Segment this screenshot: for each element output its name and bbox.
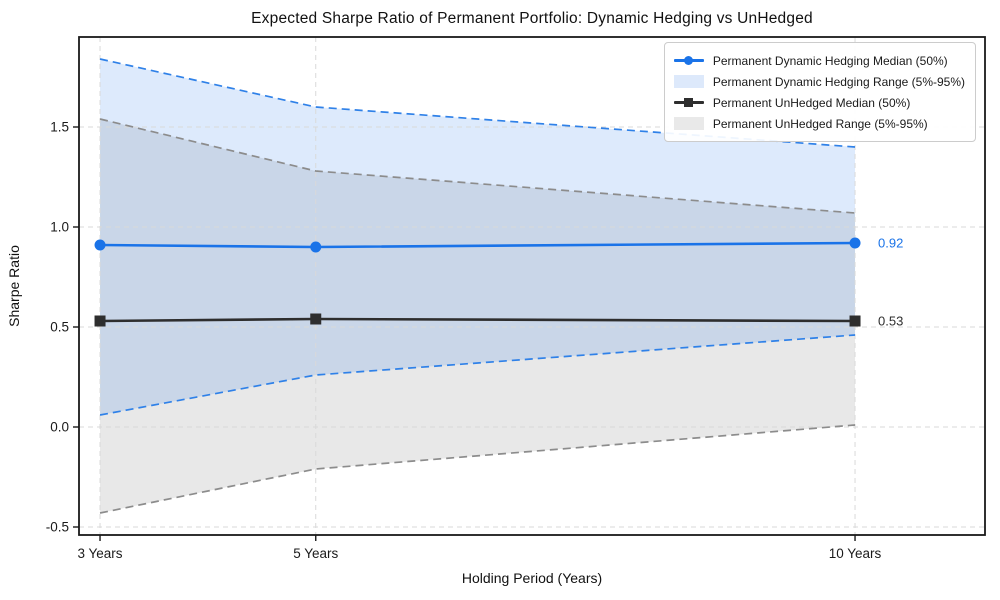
y-tick-label: 0.0 [50,420,69,435]
data-point-circle [310,241,322,253]
band-swatch-icon [673,117,704,130]
x-tick-label: 5 Years [293,546,338,561]
value-annotation: 0.53 [878,314,903,329]
x-axis-label: Holding Period (Years) [461,570,603,586]
line-square-marker-icon [673,98,704,107]
y-tick-label: 0.5 [50,320,69,335]
y-tick-label: 1.0 [50,220,69,235]
legend-item-unhedged-median: Permanent UnHedged Median (50%) [673,92,965,113]
median-line [100,317,856,323]
y-axis-label: Sharpe Ratio [6,245,22,327]
x-tick-label: 3 Years [78,546,123,561]
legend-item-dynamic-median: Permanent Dynamic Hedging Median (50%) [673,50,965,71]
band-edge-line [99,118,856,214]
legend-item-unhedged-range: Permanent UnHedged Range (5%-95%) [673,113,965,134]
chart-title: Expected Sharpe Ratio of Permanent Portf… [251,10,813,27]
legend-label: Permanent Dynamic Hedging Median (50%) [712,53,948,68]
data-point-square [849,315,861,327]
band-swatch-icon [673,75,704,88]
legend-label: Permanent UnHedged Range (5%-95%) [712,116,928,131]
value-annotation: 0.92 [878,236,903,251]
legend-label: Permanent UnHedged Median (50%) [712,95,911,110]
range-band [100,119,856,513]
y-tick-label: -0.5 [46,520,69,535]
legend-label: Permanent Dynamic Hedging Range (5%-95%) [712,74,965,89]
x-tick-label: 10 Years [829,546,882,561]
data-point-square [94,315,106,327]
legend: Permanent Dynamic Hedging Median (50%) P… [663,42,976,142]
range-band [100,59,856,415]
legend-item-dynamic-range: Permanent Dynamic Hedging Range (5%-95%) [673,71,965,92]
plot-border [78,36,986,536]
data-point-circle [849,237,861,249]
band-edge-line [99,334,856,416]
data-point-square [310,313,322,325]
y-tick-label: 1.5 [50,120,69,135]
line-circle-marker-icon [673,56,704,65]
data-point-circle [94,239,106,251]
